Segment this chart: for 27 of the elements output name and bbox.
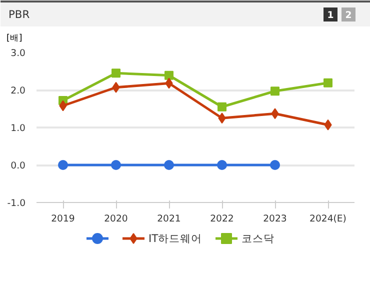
y-tick-label: -1.0 xyxy=(7,198,26,209)
x-tick-label: 2022 xyxy=(210,214,234,224)
y-tick-label: 1.0 xyxy=(10,123,26,134)
chart-title: PBR xyxy=(8,8,30,21)
legend-label: IT하드웨어 xyxy=(148,232,202,245)
x-tick-label: 2023 xyxy=(263,214,287,224)
x-tick-label: 2020 xyxy=(104,214,128,224)
point xyxy=(58,160,68,170)
point xyxy=(270,160,280,170)
text: 2 xyxy=(345,10,352,21)
y-tick-label: 0.0 xyxy=(10,160,26,172)
point xyxy=(164,160,174,170)
point xyxy=(324,78,332,88)
point xyxy=(218,102,226,112)
point xyxy=(164,70,174,80)
x-tick-label: 2021 xyxy=(157,214,181,224)
x-tick-label: 2019 xyxy=(51,214,75,224)
point xyxy=(217,160,227,170)
text: 1 xyxy=(327,10,334,21)
x-tick-label: 2024(E) xyxy=(310,214,346,224)
point xyxy=(112,68,120,78)
y-tick-label: 2.0 xyxy=(10,86,26,96)
legend-label: 코스닥 xyxy=(242,232,274,245)
y-axis-title: [배] xyxy=(6,34,22,44)
point xyxy=(111,160,121,170)
point xyxy=(270,86,280,96)
y-tick-label: 3.0 xyxy=(10,48,26,59)
